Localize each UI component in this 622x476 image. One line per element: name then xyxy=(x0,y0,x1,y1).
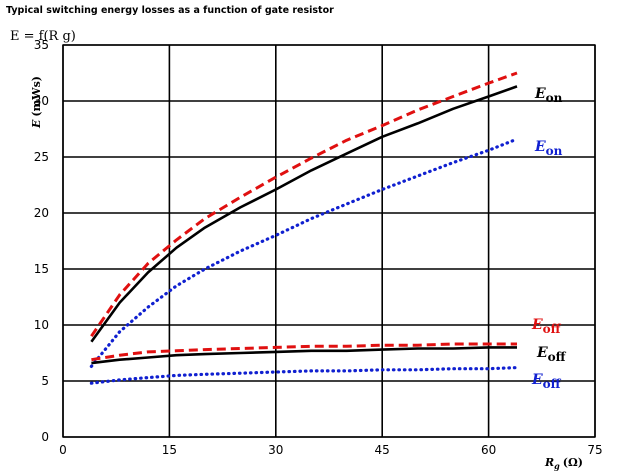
y-tick-label: 0 xyxy=(41,430,49,444)
chart-title: Typical switching energy losses as a fun… xyxy=(6,5,334,16)
series-line-e-off-solid xyxy=(91,346,517,365)
series-line-e-on-dashed xyxy=(90,71,518,338)
series-line-e-off-dashed xyxy=(91,342,517,362)
y-tick-label: 25 xyxy=(34,150,49,164)
x-tick-label: 45 xyxy=(375,443,390,457)
x-axis-label: Rg (Ω) xyxy=(544,456,583,471)
y-tick-label: 30 xyxy=(34,94,49,108)
plot-frame xyxy=(62,44,596,438)
series-line-e-on-solid xyxy=(90,85,518,343)
y-tick-label: 15 xyxy=(34,262,49,276)
series-label-e-on: Eon xyxy=(534,139,563,158)
y-tick-label: 10 xyxy=(34,318,49,332)
series-label-e-off: Eoff xyxy=(531,372,562,391)
x-tick-label: 15 xyxy=(162,443,177,457)
chart-subtitle: E = f(R g) xyxy=(10,29,76,44)
x-tick-label: 0 xyxy=(59,443,67,457)
grid xyxy=(62,44,596,438)
y-axis-label: E(mWs) xyxy=(30,76,43,129)
y-tick-label: 20 xyxy=(34,206,49,220)
series-label-e-off: Eoff xyxy=(536,345,567,364)
x-tick-label: 60 xyxy=(481,443,496,457)
series-line-e-on-dotted xyxy=(89,137,519,368)
tick-labels: 0 15 30 45 60 75 0 5 10 15 20 25 30 35 xyxy=(34,38,603,457)
y-tick-label: 5 xyxy=(41,374,49,388)
series-group xyxy=(89,71,519,385)
series-labels: Eon Eon Eoff Eoff Eoff xyxy=(531,86,567,391)
x-tick-label: 30 xyxy=(268,443,283,457)
series-label-e-off: Eoff xyxy=(531,317,562,336)
x-tick-label: 75 xyxy=(587,443,602,457)
svg-text:E(mWs): E(mWs) xyxy=(30,76,43,129)
series-line-e-off-dotted xyxy=(89,366,519,385)
y-tick-label: 35 xyxy=(34,38,49,52)
series-label-e-on: Eon xyxy=(534,86,563,105)
